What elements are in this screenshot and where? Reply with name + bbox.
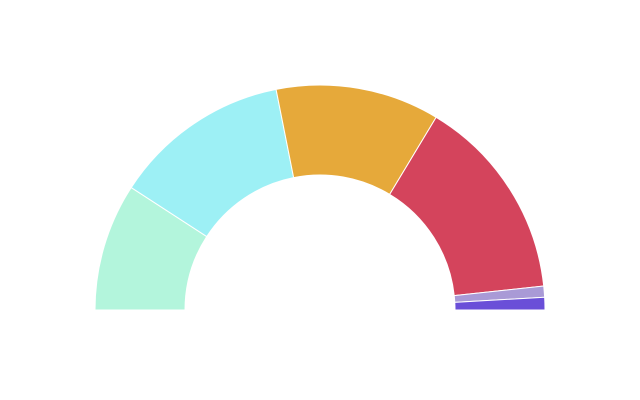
- donut-segment: [454, 296, 546, 311]
